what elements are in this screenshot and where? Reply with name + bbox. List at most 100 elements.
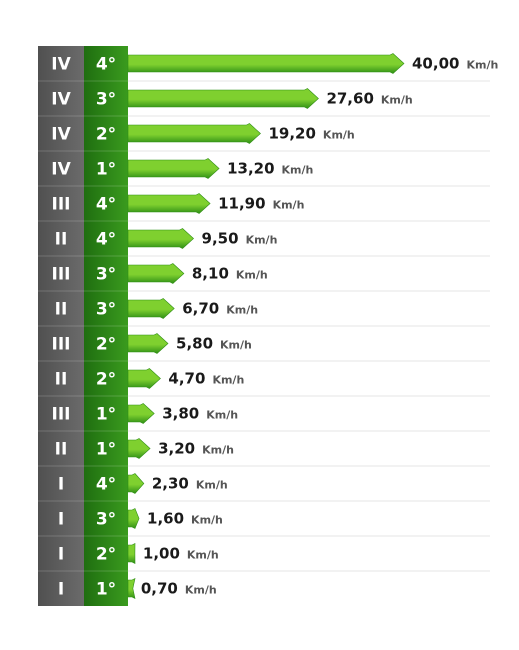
gear-label: 3° [96,90,116,110]
value-label: 19,20 Km/h [268,125,354,143]
bar-row: II 2° 4,70 Km/h [38,360,490,390]
value-unit: Km/h [185,584,217,597]
range-label: II [55,230,68,250]
bar [127,298,175,319]
value-unit: Km/h [206,409,238,422]
value-number: 6,70 [182,300,219,318]
gear-label: 4° [96,230,116,250]
bar [127,508,140,529]
range-label: I [58,475,64,495]
value-label: 27,60 Km/h [326,90,412,108]
value-unit: Km/h [196,479,228,492]
range-label: II [55,300,68,320]
bar-row: I 4° 2,30 Km/h [38,465,490,495]
bar-row: III 2° 5,80 Km/h [38,325,490,355]
range-label: II [55,370,68,390]
gear-label: 3° [96,510,116,530]
gear-label: 2° [96,335,116,355]
value-unit: Km/h [466,59,498,72]
gear-label: 4° [96,475,116,495]
value-unit: Km/h [273,199,305,212]
range-label: I [58,580,64,600]
bar-row: I 2° 1,00 Km/h [38,535,490,565]
bar [127,263,185,284]
gear-label: 1° [96,440,116,460]
bar-row: IV 4° 40,00 Km/h [51,53,498,75]
bar-row: III 3° 8,10 Km/h [38,255,490,285]
value-label: 1,00 Km/h [143,545,219,563]
value-unit: Km/h [220,339,252,352]
bar [127,193,211,214]
value-unit: Km/h [236,269,268,282]
value-label: 9,50 Km/h [202,230,278,248]
value-number: 27,60 [326,90,373,108]
value-label: 2,30 Km/h [152,475,228,493]
value-number: 8,10 [192,265,229,283]
gear-label: 2° [96,125,116,145]
value-unit: Km/h [323,129,355,142]
gear-label: 1° [96,580,116,600]
bar [127,368,161,389]
bar-row: II 4° 9,50 Km/h [38,220,490,250]
value-label: 8,10 Km/h [192,265,268,283]
value-label: 3,20 Km/h [158,440,234,458]
bar [127,403,155,424]
gear-column [84,46,128,606]
value-label: 0,70 Km/h [141,580,217,598]
range-label: III [52,335,71,355]
range-label: III [52,195,71,215]
gear-label: 4° [96,55,116,75]
range-label: II [55,440,68,460]
chart-background [38,46,128,606]
value-label: 40,00 Km/h [412,55,498,73]
value-number: 1,60 [147,510,184,528]
gear-label: 3° [96,265,116,285]
value-number: 9,50 [202,230,239,248]
range-label: I [58,510,64,530]
value-number: 3,80 [162,405,199,423]
range-label: IV [51,55,71,75]
value-number: 3,20 [158,440,195,458]
value-label: 13,20 Km/h [227,160,313,178]
gear-label: 4° [96,195,116,215]
value-unit: Km/h [202,444,234,457]
value-number: 40,00 [412,55,459,73]
value-number: 4,70 [168,370,205,388]
gear-label: 1° [96,160,116,180]
value-number: 1,00 [143,545,180,563]
bar [127,543,136,564]
bar [127,228,194,249]
range-column [38,46,84,606]
value-unit: Km/h [191,514,223,527]
value-unit: Km/h [226,304,258,317]
value-label: 11,90 Km/h [218,195,304,213]
value-label: 4,70 Km/h [168,370,244,388]
value-unit: Km/h [187,549,219,562]
value-unit: Km/h [282,164,314,177]
bar-row: IV 2° 19,20 Km/h [38,115,490,145]
bar-row: II 3° 6,70 Km/h [38,290,490,320]
bar-row: IV 1° 13,20 Km/h [38,150,490,180]
gear-label: 2° [96,545,116,565]
value-number: 5,80 [176,335,213,353]
gear-label: 2° [96,370,116,390]
value-label: 3,80 Km/h [162,405,238,423]
range-label: IV [51,90,71,110]
value-unit: Km/h [212,374,244,387]
value-unit: Km/h [381,94,413,107]
value-label: 5,80 Km/h [176,335,252,353]
bar [127,577,136,600]
bar [127,123,261,144]
range-label: IV [51,125,71,145]
bar-row: I 3° 1,60 Km/h [38,500,490,530]
range-label: III [52,405,71,425]
bar [127,333,169,354]
bar [127,53,405,74]
bar [127,473,145,494]
gear-label: 1° [96,405,116,425]
value-number: 0,70 [141,580,178,598]
value-number: 11,90 [218,195,265,213]
value-number: 2,30 [152,475,189,493]
bar [127,438,151,459]
